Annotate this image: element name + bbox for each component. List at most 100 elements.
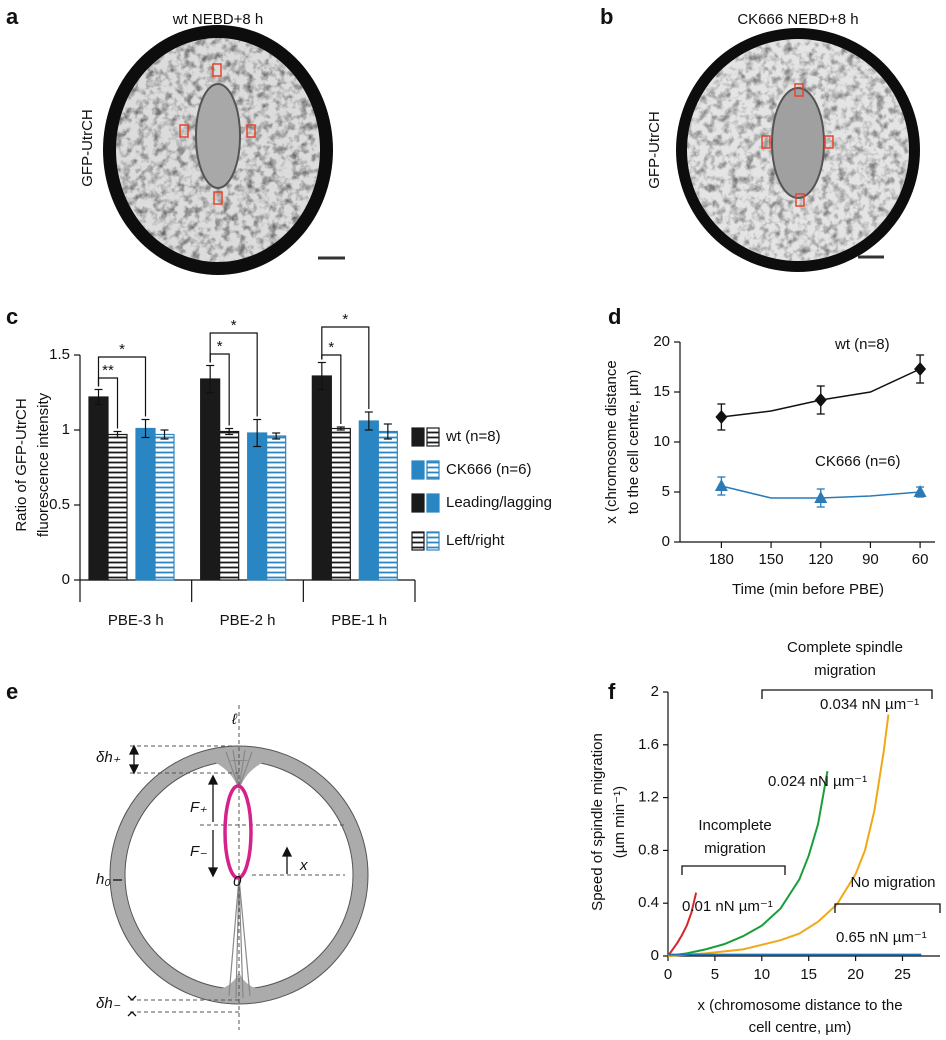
significance-label: *: [231, 317, 237, 334]
significance-label: *: [342, 311, 348, 328]
x-tick-label: 20: [847, 966, 864, 983]
y-tick-label: 0.8: [638, 841, 659, 858]
y-tick-label: 1.5: [49, 346, 70, 363]
series-line: [667, 771, 829, 957]
panel-e-diagram: [109, 705, 369, 1030]
significance-bracket: [209, 332, 258, 417]
error-bar: [94, 388, 103, 406]
y-axis-label: to the cell centre, µm): [625, 370, 642, 515]
y-tick-label: 0: [651, 947, 659, 964]
diagram-label: F₋: [190, 843, 207, 860]
point-marker: [814, 393, 827, 407]
y-tick-label: 2: [651, 683, 659, 700]
annotation-bracket: [834, 903, 941, 913]
series-line: [667, 892, 698, 957]
diagram-label: 0: [233, 873, 242, 890]
error-bar: [336, 426, 345, 431]
point-marker: [715, 410, 728, 424]
x-axis-label: Time (min before PBE): [732, 581, 884, 598]
x-tick-label: 120: [808, 551, 833, 568]
y-axis-label: x (chromosome distance: [603, 360, 620, 523]
legend-swatch: [411, 460, 425, 480]
y-tick-label: 15: [653, 383, 670, 400]
legend-swatch: [426, 493, 440, 513]
panel-title: CK666 NEBD+8 h: [737, 11, 858, 28]
significance-label: *: [328, 339, 334, 356]
y-axis-label: Speed of spindle migration: [589, 733, 606, 911]
series-label: wt (n=8): [834, 336, 890, 353]
x-tick-label: 60: [912, 551, 929, 568]
bar: [330, 427, 351, 581]
significance-label: *: [119, 341, 125, 358]
x-tick-label: 15: [800, 966, 817, 983]
bar: [200, 378, 221, 581]
point-marker: [714, 479, 728, 491]
y-axis-label: Ratio of GFP-UtrCH: [13, 398, 30, 531]
significance-label: **: [102, 362, 114, 379]
error-bar: [113, 430, 122, 439]
y-tick-label: 0: [62, 571, 70, 588]
panel-letter: e: [6, 679, 18, 704]
annotation: No migration: [850, 874, 935, 891]
panel-b-image: [676, 28, 920, 272]
panel-title: wt NEBD+8 h: [172, 11, 263, 28]
error-bar: [225, 427, 234, 436]
x-tick-label: 10: [753, 966, 770, 983]
series-label: 0.65 nN µm⁻¹: [836, 929, 927, 946]
error-bar: [383, 423, 392, 440]
series-label: 0.024 nN µm⁻¹: [768, 773, 867, 790]
series-label: CK666 (n=6): [815, 453, 900, 470]
bar: [311, 375, 332, 581]
significance-bracket: [97, 356, 147, 417]
x-tick-label: 25: [894, 966, 911, 983]
point-marker: [913, 485, 927, 497]
y-tick-label: 5: [662, 483, 670, 500]
y-tick-label: 10: [653, 433, 670, 450]
y-tick-label: 0.4: [638, 894, 659, 911]
series-label: 0.034 nN µm⁻¹: [820, 696, 919, 713]
bar: [377, 430, 398, 581]
error-bar: [364, 411, 373, 431]
y-tick-label: 0.5: [49, 496, 70, 513]
legend-label: CK666 (n=6): [446, 461, 531, 478]
x-tick-label: 90: [862, 551, 879, 568]
error-bar: [160, 429, 169, 440]
annotation: Complete spindle: [787, 639, 903, 656]
significance-bracket: [321, 326, 370, 409]
y-tick-label: 20: [653, 333, 670, 350]
bar: [247, 432, 268, 581]
annotation: Incomplete: [698, 817, 771, 834]
y-axis-label: (µm min⁻¹): [611, 786, 628, 858]
x-axis-label: x (chromosome distance to the: [697, 997, 902, 1014]
bar: [219, 430, 240, 581]
legend-swatch: [411, 531, 425, 551]
y-tick-label: 1: [62, 421, 70, 438]
error-bar: [141, 418, 150, 439]
annotation-bracket: [761, 689, 933, 699]
y-tick-label: 0: [662, 533, 670, 550]
diagram-label: F₊: [190, 799, 207, 816]
legend-swatch: [426, 460, 440, 480]
bar: [107, 433, 128, 581]
significance-label: *: [217, 338, 223, 355]
bar: [88, 396, 109, 581]
x-tick-label: 180: [709, 551, 734, 568]
diagram-label: δh₊: [96, 749, 121, 766]
bar: [358, 420, 379, 581]
legend-swatch: [426, 427, 440, 447]
x-tick-label: PBE-2 h: [220, 612, 276, 629]
legend-swatch: [411, 493, 425, 513]
error-bar: [317, 361, 326, 391]
legend-label: Leading/lagging: [446, 494, 552, 511]
bar: [266, 435, 287, 581]
diagram-label: δh₋: [96, 995, 121, 1012]
diagram-label: ℓ: [231, 711, 238, 728]
x-axis-label: cell centre, µm): [749, 1019, 852, 1036]
x-tick-label: 150: [759, 551, 784, 568]
annotation-bracket: [681, 865, 786, 875]
y-tick-label: 1.6: [638, 736, 659, 753]
panel-letter: a: [6, 4, 19, 29]
legend-label: wt (n=8): [445, 428, 501, 445]
series-label: 0.01 nN µm⁻¹: [682, 898, 773, 915]
